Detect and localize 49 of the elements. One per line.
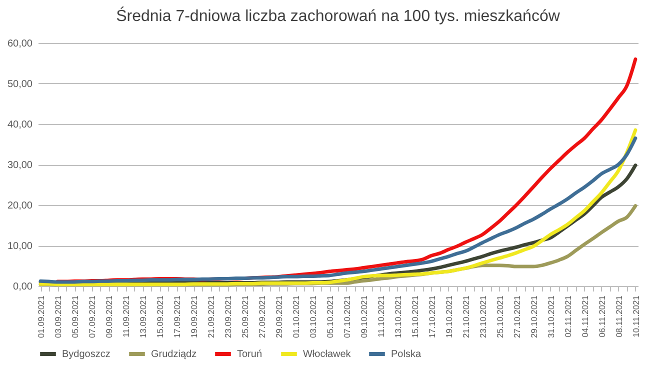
- x-tick-label: 03.10.2021: [308, 295, 318, 338]
- x-tick-label: 31.10.2021: [546, 295, 556, 338]
- x-tick-label: 02.11.2021: [562, 295, 573, 338]
- y-tick-label: 0,00: [13, 282, 33, 292]
- x-tick-label: 10.11.2021: [630, 295, 641, 338]
- x-tick-label: 01.09.2021: [36, 295, 46, 338]
- x-tick-label: 09.10.2021: [358, 295, 369, 338]
- x-tick-label: 25.09.2021: [240, 295, 250, 338]
- x-tick-label: 23.09.2021: [223, 295, 234, 338]
- legend-label: Bydgoszcz: [62, 349, 110, 360]
- x-tick-label: 07.10.2021: [342, 295, 352, 338]
- x-tick-label: 21.10.2021: [460, 295, 471, 338]
- x-tick-label: 08.11.2021: [614, 295, 624, 338]
- legend-label: Włocławek: [303, 349, 352, 360]
- chart-title: Średnia 7-dniowa liczba zachorowań na 100 tys. mieszkańców: [116, 6, 560, 25]
- legend-label: Toruń: [237, 349, 262, 360]
- x-tick-label: 13.10.2021: [392, 295, 403, 338]
- y-tick-label: 40,00: [7, 120, 33, 130]
- x-tick-label: 05.09.2021: [70, 295, 80, 338]
- x-tick-label: 04.11.2021: [580, 295, 590, 338]
- y-tick-label: 10,00: [7, 241, 33, 252]
- x-tick-label: 15.09.2021: [155, 295, 166, 338]
- x-tick-label: 03.09.2021: [53, 295, 64, 338]
- x-tick-label: 25.10.2021: [494, 295, 505, 338]
- x-tick-label: 29.09.2021: [274, 295, 284, 338]
- x-tick-label: 06.11.2021: [596, 295, 607, 338]
- y-tick-label: 60,00: [7, 38, 33, 50]
- x-tick-label: 17.10.2021: [426, 295, 437, 338]
- x-tick-label: 07.09.2021: [87, 295, 98, 338]
- x-tick-label: 15.10.2021: [410, 295, 420, 338]
- legend-label: Polska: [391, 349, 422, 360]
- x-tick-label: 17.09.2021: [172, 295, 182, 338]
- x-tick-label: 19.10.2021: [444, 295, 454, 338]
- x-tick-label: 09.09.2021: [104, 295, 114, 338]
- x-tick-label: 11.10.2021: [376, 295, 386, 338]
- x-tick-label: 21.09.2021: [206, 295, 216, 338]
- x-tick-label: 27.09.2021: [257, 295, 268, 338]
- y-tick-label: 50,00: [7, 79, 33, 90]
- x-tick-label: 01.10.2021: [291, 295, 302, 338]
- x-tick-label: 05.10.2021: [325, 295, 335, 338]
- x-tick-label: 13.09.2021: [138, 295, 148, 338]
- x-tick-label: 29.10.2021: [528, 295, 539, 338]
- legend-label: Grudziądz: [151, 349, 197, 360]
- x-tick-label: 27.10.2021: [512, 295, 522, 338]
- y-tick-label: 20,00: [7, 200, 33, 212]
- x-tick-label: 11.09.2021: [121, 295, 132, 338]
- y-tick-label: 30,00: [7, 160, 33, 171]
- x-tick-label: 19.09.2021: [189, 295, 200, 338]
- x-tick-label: 23.10.2021: [478, 295, 488, 338]
